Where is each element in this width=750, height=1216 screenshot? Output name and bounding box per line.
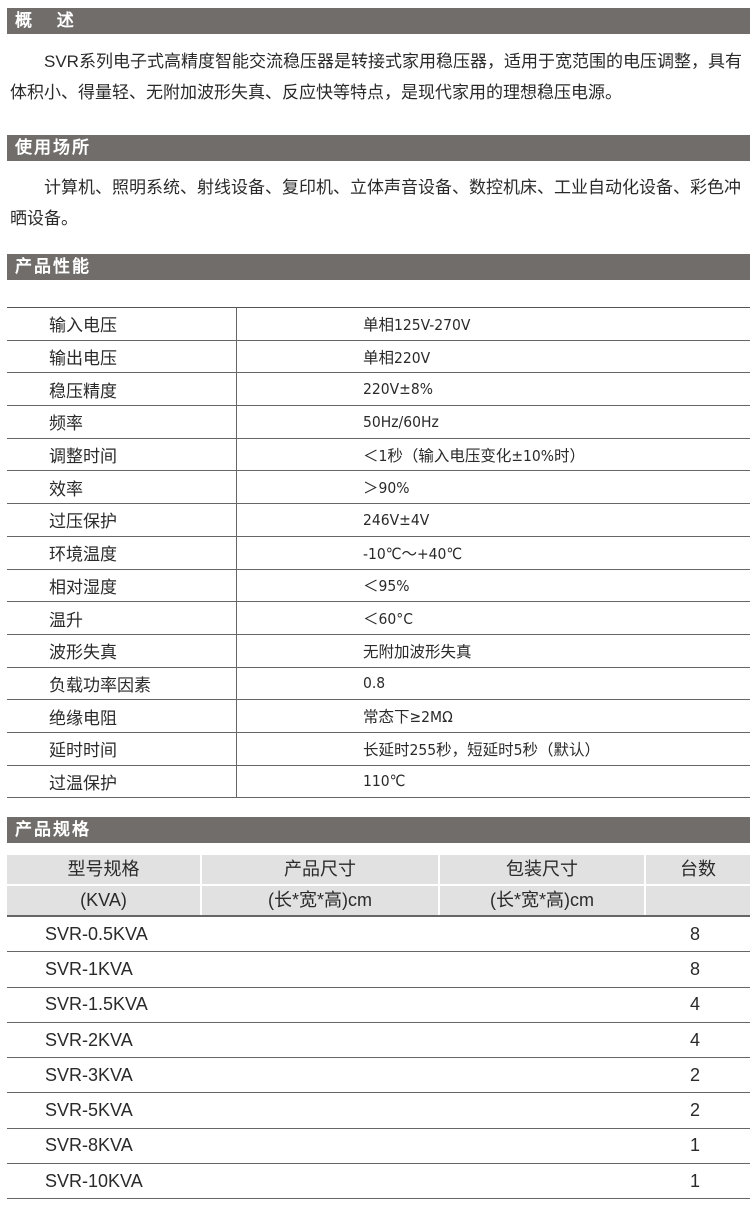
specs-header-row: 型号规格 产品尺寸 包装尺寸 台数 [7,855,750,884]
header-package-size-unit: (长*宽*高)cm [440,886,646,915]
spec-value: 50Hz/60Hz [363,412,439,431]
table-row: SVR-5KVA 2 [7,1093,750,1129]
model-cell: SVR-5KVA [45,1100,133,1121]
usage-text: 计算机、照明系统、射线设备、复印机、立体声音设备、数控机床、工业自动化设备、彩色… [10,178,741,228]
spec-value: 常态下≥2MΩ [363,708,453,727]
table-row: 延时时间 长延时255秒，短延时5秒（默认） [7,732,750,766]
model-cell: SVR-0.5KVA [45,923,148,944]
table-row: 稳压精度 220V±8% [7,373,750,407]
header-product-size-unit: (长*宽*高)cm [202,886,440,915]
quantity-cell: 1 [689,1135,700,1156]
spec-value: ＜95% [363,577,410,596]
table-row: 相对湿度 ＜95% [7,569,750,603]
spec-label: 效率 [7,471,237,504]
model-cell: SVR-2KVA [45,1029,133,1050]
spec-label: 过压保护 [7,504,237,536]
model-cell: SVR-8KVA [45,1135,133,1156]
overview-text: SVR系列电子式高精度智能交流稳压器是转接式家用稳压器，适用于宽范围的电压调整，… [10,52,742,102]
spec-value: 220V±8% [363,380,433,399]
spec-value: 246V±4V [363,510,430,529]
table-row: 负载功率因素 0.8 [7,667,750,701]
spec-label: 频率 [7,406,237,438]
spec-label: 温升 [7,602,237,634]
spec-value: ＜60°C [363,610,413,629]
spec-label: 输入电压 [7,308,237,340]
quantity-cell: 4 [689,1029,700,1050]
spec-label: 输出电压 [7,340,237,373]
model-cell: SVR-10KVA [45,1170,143,1191]
table-row: 环境温度 -10℃～+40℃ [7,536,750,570]
spec-label: 稳压精度 [7,373,237,406]
spec-label: 相对湿度 [7,569,237,602]
model-cell: SVR-3KVA [45,1064,133,1085]
spec-label: 波形失真 [7,634,237,667]
performance-heading: 产品性能 [7,254,750,280]
spec-value: ＜1秒（输入电压变化±10%时） [363,446,586,465]
overview-heading: 概 述 [7,8,750,34]
spec-value: 110℃ [363,772,406,791]
specs-header-row-units: (KVA) (长*宽*高)cm (长*宽*高)cm [7,884,750,917]
spec-label: 延时时间 [7,732,237,765]
table-row: 效率 ＞90% [7,471,750,505]
model-cell: SVR-1KVA [45,958,133,979]
table-row: SVR-1.5KVA 4 [7,988,750,1023]
quantity-cell: 2 [689,1064,700,1085]
table-row: 绝缘电阻 常态下≥2MΩ [7,700,750,733]
quantity-cell: 4 [689,994,700,1015]
table-row: SVR-1KVA 8 [7,952,750,988]
spec-value: 单相125V-270V [363,315,471,334]
table-row: 频率 50Hz/60Hz [7,406,750,439]
header-product-size: 产品尺寸 [202,855,440,884]
table-row: 输入电压 单相125V-270V [7,308,750,341]
quantity-cell: 8 [689,923,700,944]
table-row: 调整时间 ＜1秒（输入电压变化±10%时） [7,438,750,472]
table-row: SVR-2KVA 4 [7,1023,750,1059]
header-model: 型号规格 [7,855,202,884]
table-row: 输出电压 单相220V [7,340,750,374]
table-row: 波形失真 无附加波形失真 [7,634,750,668]
performance-table: 输入电压 单相125V-270V 输出电压 单相220V 稳压精度 220V±8% 频率 50… [7,307,750,799]
spec-value: 长延时255秒，短延时5秒（默认） [363,740,600,759]
specs-table: 型号规格 产品尺寸 包装尺寸 台数 (KVA) (长*宽*高)cm (长*宽*高… [7,855,750,1200]
specs-heading: 产品规格 [7,817,750,843]
table-row: SVR-3KVA 2 [7,1058,750,1094]
table-row: SVR-8KVA 1 [7,1129,750,1165]
spec-label: 过温保护 [7,765,237,798]
spec-label: 调整时间 [7,438,237,471]
quantity-cell: 2 [689,1100,700,1121]
spec-value: 单相220V [363,348,431,367]
table-row: SVR-0.5KVA 8 [7,917,750,953]
header-quantity: 台数 [680,859,716,879]
spec-value: 无附加波形失真 [363,642,472,661]
table-row: 温升 ＜60°C [7,602,750,635]
header-quantity-unit [646,886,750,915]
spec-value: 0.8 [363,674,386,693]
spec-label: 环境温度 [7,536,237,569]
spec-value: ＞90% [363,479,410,498]
spec-label: 绝缘电阻 [7,700,237,732]
spec-label: 负载功率因素 [7,667,237,700]
table-row: SVR-10KVA 1 [7,1164,750,1200]
quantity-cell: 8 [689,958,700,979]
quantity-cell: 1 [689,1170,700,1191]
model-cell: SVR-1.5KVA [45,994,148,1015]
spec-value: -10℃～+40℃ [363,544,463,563]
table-row: 过压保护 246V±4V [7,504,750,537]
header-package-size: 包装尺寸 [440,855,646,884]
header-model-unit: (KVA) [7,886,202,915]
usage-heading: 使用场所 [7,135,750,161]
table-row: 过温保护 110℃ [7,765,750,799]
